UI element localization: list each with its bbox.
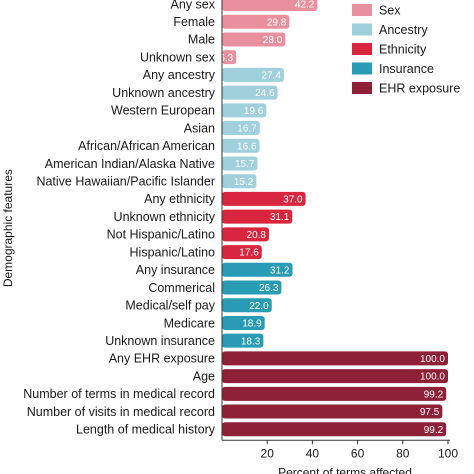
category-label-number-of-terms-in-medical-record: Number of terms in medical record (23, 387, 215, 401)
bar-not-hispanic-latino (222, 227, 270, 242)
category-label-any-sex: Any sex (171, 0, 216, 11)
bar-hispanic-latino (222, 245, 262, 260)
legend-swatch-insurance (352, 62, 372, 75)
bar-unknown-ancestry (222, 85, 278, 100)
bar-female (222, 14, 290, 29)
value-label-any-ethnicity: 37.0 (283, 195, 303, 206)
x-tick-label: 80 (396, 446, 410, 460)
category-label-length-of-medical-history: Length of medical history (76, 423, 216, 437)
bar-age (222, 369, 448, 384)
category-label-any-ancestry: Any ancestry (143, 68, 216, 82)
value-label-any-sex: 42.2 (295, 0, 315, 11)
bar-any-insurance (222, 262, 293, 277)
category-label-commerical: Commerical (148, 281, 215, 295)
category-label-unknown-insurance: Unknown insurance (105, 334, 215, 348)
legend-swatch-ethnicity (352, 43, 372, 55)
value-label-unknown-ethnicity: 31.1 (270, 212, 290, 223)
bar-african-african-american (222, 138, 260, 153)
value-label-unknown-sex: 6.3 (219, 53, 233, 64)
category-label-hispanic-latino: Hispanic/Latino (130, 245, 216, 259)
value-label-american-indian-alaska-native: 15.7 (235, 159, 255, 170)
legend-swatch-ehr-exposure (352, 82, 372, 94)
value-label-unknown-ancestry: 24.6 (255, 88, 275, 99)
bar-any-sex (222, 0, 318, 11)
value-label-number-of-terms-in-medical-record: 99.2 (424, 389, 444, 400)
legend-swatch-ancestry (352, 23, 372, 36)
bar-medicare (222, 315, 265, 330)
x-tick-label: 60 (351, 446, 365, 460)
value-label-western-european: 19.6 (244, 106, 264, 117)
bar-length-of-medical-history (222, 422, 447, 437)
value-label-length-of-medical-history: 99.2 (424, 425, 444, 436)
value-label-unknown-insurance: 18.3 (241, 336, 261, 347)
value-label-age: 100.0 (420, 372, 445, 383)
category-label-age: Age (193, 369, 215, 383)
category-label-native-hawaiian-pacific-islander: Native Hawaiian/Pacific Islander (36, 175, 215, 189)
legend-label-sex: Sex (379, 4, 401, 18)
bar-any-ehr-exposure (222, 351, 448, 366)
category-label-not-hispanic-latino: Not Hispanic/Latino (107, 228, 215, 242)
bar-western-european (222, 103, 267, 118)
category-label-male: Male (188, 33, 215, 47)
bar-number-of-visits-in-medical-record (222, 404, 443, 419)
legend-label-ancestry: Ancestry (379, 23, 428, 37)
legend-label-ethnicity: Ethnicity (379, 43, 427, 57)
category-label-female: Female (173, 15, 215, 29)
category-label-unknown-sex: Unknown sex (140, 50, 216, 64)
bar-unknown-ethnicity (222, 209, 293, 224)
value-label-hispanic-latino: 17.6 (239, 248, 259, 259)
x-axis-title: Percent of terms affected (278, 465, 412, 474)
category-label-unknown-ethnicity: Unknown ethnicity (114, 210, 216, 224)
bar-unknown-sex (222, 50, 237, 65)
bar-american-indian-alaska-native (222, 156, 258, 171)
value-label-female: 29.8 (267, 17, 287, 28)
value-label-medicare: 18.9 (242, 319, 262, 330)
bars-group: 42.2 29.8 28.0 6.3 27.4 24.6 19.6 16.7 16.6 15.7 1… (219, 0, 448, 437)
bar-medical-self-pay (222, 298, 272, 313)
bar-asian (222, 121, 260, 136)
value-label-any-insurance: 31.2 (270, 265, 290, 276)
bar-commerical (222, 280, 282, 295)
value-label-asian: 16.7 (237, 124, 257, 135)
x-ticks: 20 40 60 80 100 (261, 440, 458, 460)
x-tick-label: 20 (261, 446, 275, 460)
x-tick-label: 40 (306, 446, 320, 460)
value-label-not-hispanic-latino: 20.8 (247, 230, 267, 241)
y-axis-title: Demographic features (1, 169, 15, 287)
category-label-western-european: Western European (111, 104, 215, 118)
category-label-number-of-visits-in-medical-record: Number of visits in medical record (27, 405, 215, 419)
value-label-any-ehr-exposure: 100.0 (420, 354, 445, 365)
category-label-any-ehr-exposure: Any EHR exposure (109, 352, 215, 366)
category-label-asian: Asian (184, 121, 215, 135)
category-labels: Any sex Female Male Unknown sex Any ancestry… (23, 0, 215, 437)
value-label-number-of-visits-in-medical-record: 97.5 (420, 407, 440, 418)
legend-label-ehr-exposure: EHR exposure (379, 82, 460, 96)
bar-any-ancestry (222, 67, 284, 82)
category-label-medical-self-pay: Medical/self pay (125, 299, 215, 313)
value-label-medical-self-pay: 22.0 (249, 301, 269, 312)
category-label-unknown-ancestry: Unknown ancestry (112, 86, 216, 100)
value-label-male: 28.0 (263, 35, 283, 46)
category-label-african-african-american: African/African American (78, 139, 215, 153)
bar-number-of-terms-in-medical-record (222, 386, 447, 401)
value-label-native-hawaiian-pacific-islander: 15.2 (234, 177, 254, 188)
value-label-any-ancestry: 27.4 (261, 70, 281, 81)
value-label-commerical: 26.3 (259, 283, 279, 294)
category-label-any-insurance: Any insurance (136, 263, 215, 277)
bar-native-hawaiian-pacific-islander (222, 174, 257, 189)
legend-swatch-sex (352, 4, 372, 16)
legend-label-insurance: Insurance (379, 62, 434, 76)
x-tick-label: 100 (438, 446, 458, 460)
bar-unknown-insurance (222, 333, 264, 348)
value-label-african-african-american: 16.6 (237, 141, 257, 152)
category-label-medicare: Medicare (164, 316, 215, 330)
category-label-american-indian-alaska-native: American Indian/Alaska Native (45, 157, 215, 171)
category-label-any-ethnicity: Any ethnicity (144, 192, 216, 206)
legend: Sex Ancestry Ethnicity Insurance EHR exposur… (352, 4, 460, 96)
bar-male (222, 32, 286, 47)
bar-any-ethnicity (222, 191, 306, 206)
